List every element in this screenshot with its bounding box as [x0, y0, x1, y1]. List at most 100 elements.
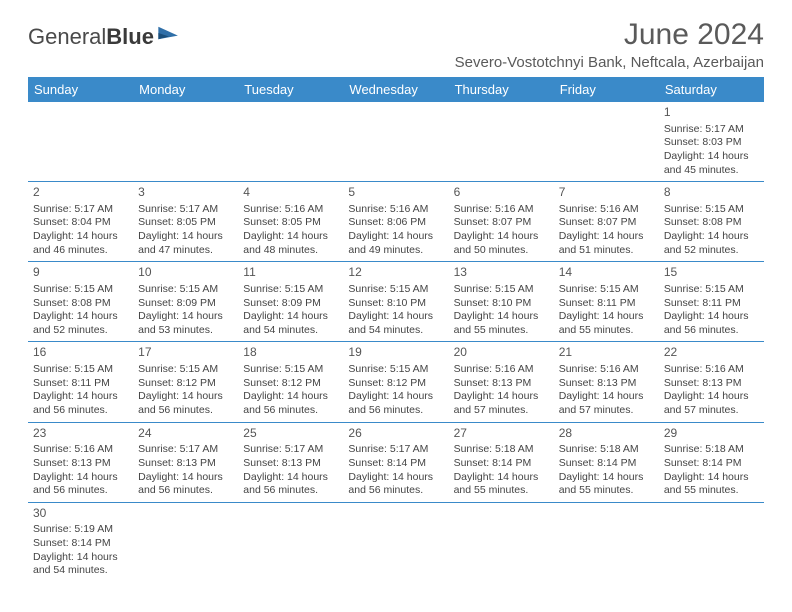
calendar-cell [449, 502, 554, 582]
calendar-cell: 18Sunrise: 5:15 AMSunset: 8:12 PMDayligh… [238, 342, 343, 422]
day-header: Tuesday [238, 77, 343, 102]
brand-part1: General [28, 24, 106, 49]
sunset-line: Sunset: 8:12 PM [243, 377, 338, 391]
calendar-body: 1Sunrise: 5:17 AMSunset: 8:03 PMDaylight… [28, 102, 764, 582]
calendar-row: 1Sunrise: 5:17 AMSunset: 8:03 PMDaylight… [28, 102, 764, 182]
calendar-cell [133, 102, 238, 182]
daylight-line: Daylight: 14 hours and 57 minutes. [454, 390, 549, 417]
sunrise-line: Sunrise: 5:16 AM [243, 203, 338, 217]
sunset-line: Sunset: 8:13 PM [559, 377, 654, 391]
sunset-line: Sunset: 8:14 PM [348, 457, 443, 471]
calendar-cell: 7Sunrise: 5:16 AMSunset: 8:07 PMDaylight… [554, 182, 659, 262]
calendar-table: Sunday Monday Tuesday Wednesday Thursday… [28, 77, 764, 582]
calendar-cell [449, 102, 554, 182]
daylight-line: Daylight: 14 hours and 52 minutes. [664, 230, 759, 257]
month-title: June 2024 [455, 18, 764, 52]
sunset-line: Sunset: 8:08 PM [33, 297, 128, 311]
sunrise-line: Sunrise: 5:15 AM [243, 363, 338, 377]
calendar-cell: 21Sunrise: 5:16 AMSunset: 8:13 PMDayligh… [554, 342, 659, 422]
daylight-line: Daylight: 14 hours and 47 minutes. [138, 230, 233, 257]
day-number: 12 [348, 265, 443, 281]
day-header: Monday [133, 77, 238, 102]
daylight-line: Daylight: 14 hours and 57 minutes. [664, 390, 759, 417]
calendar-cell [343, 102, 448, 182]
calendar-cell [28, 102, 133, 182]
sunrise-line: Sunrise: 5:15 AM [138, 363, 233, 377]
day-number: 26 [348, 426, 443, 442]
sunset-line: Sunset: 8:14 PM [33, 537, 128, 551]
daylight-line: Daylight: 14 hours and 56 minutes. [33, 471, 128, 498]
daylight-line: Daylight: 14 hours and 57 minutes. [559, 390, 654, 417]
daylight-line: Daylight: 14 hours and 54 minutes. [243, 310, 338, 337]
calendar-row: 23Sunrise: 5:16 AMSunset: 8:13 PMDayligh… [28, 422, 764, 502]
sunset-line: Sunset: 8:13 PM [138, 457, 233, 471]
brand-logo: GeneralBlue [28, 24, 180, 50]
sunrise-line: Sunrise: 5:17 AM [664, 123, 759, 137]
header: GeneralBlue June 2024 Severo-Vostotchnyi… [28, 18, 764, 71]
calendar-cell: 24Sunrise: 5:17 AMSunset: 8:13 PMDayligh… [133, 422, 238, 502]
day-number: 10 [138, 265, 233, 281]
sunset-line: Sunset: 8:06 PM [348, 216, 443, 230]
page: GeneralBlue June 2024 Severo-Vostotchnyi… [0, 0, 792, 600]
day-header: Wednesday [343, 77, 448, 102]
daylight-line: Daylight: 14 hours and 55 minutes. [559, 471, 654, 498]
sunset-line: Sunset: 8:07 PM [559, 216, 654, 230]
daylight-line: Daylight: 14 hours and 55 minutes. [454, 310, 549, 337]
day-number: 17 [138, 345, 233, 361]
calendar-cell: 30Sunrise: 5:19 AMSunset: 8:14 PMDayligh… [28, 502, 133, 582]
sunset-line: Sunset: 8:07 PM [454, 216, 549, 230]
sunrise-line: Sunrise: 5:17 AM [33, 203, 128, 217]
day-header: Sunday [28, 77, 133, 102]
day-number: 13 [454, 265, 549, 281]
daylight-line: Daylight: 14 hours and 56 minutes. [348, 390, 443, 417]
calendar-cell: 6Sunrise: 5:16 AMSunset: 8:07 PMDaylight… [449, 182, 554, 262]
sunrise-line: Sunrise: 5:15 AM [348, 363, 443, 377]
sunrise-line: Sunrise: 5:15 AM [664, 283, 759, 297]
calendar-cell: 10Sunrise: 5:15 AMSunset: 8:09 PMDayligh… [133, 262, 238, 342]
day-number: 14 [559, 265, 654, 281]
calendar-cell: 27Sunrise: 5:18 AMSunset: 8:14 PMDayligh… [449, 422, 554, 502]
daylight-line: Daylight: 14 hours and 51 minutes. [559, 230, 654, 257]
sunset-line: Sunset: 8:13 PM [454, 377, 549, 391]
day-number: 19 [348, 345, 443, 361]
daylight-line: Daylight: 14 hours and 56 minutes. [348, 471, 443, 498]
sunrise-line: Sunrise: 5:15 AM [138, 283, 233, 297]
day-number: 5 [348, 185, 443, 201]
day-number: 28 [559, 426, 654, 442]
calendar-cell [343, 502, 448, 582]
day-number: 8 [664, 185, 759, 201]
sunset-line: Sunset: 8:14 PM [454, 457, 549, 471]
daylight-line: Daylight: 14 hours and 46 minutes. [33, 230, 128, 257]
sunrise-line: Sunrise: 5:16 AM [454, 203, 549, 217]
calendar-cell: 8Sunrise: 5:15 AMSunset: 8:08 PMDaylight… [659, 182, 764, 262]
sunrise-line: Sunrise: 5:17 AM [138, 203, 233, 217]
sunset-line: Sunset: 8:14 PM [559, 457, 654, 471]
sunrise-line: Sunrise: 5:16 AM [348, 203, 443, 217]
calendar-cell [659, 502, 764, 582]
day-number: 6 [454, 185, 549, 201]
sunrise-line: Sunrise: 5:17 AM [243, 443, 338, 457]
sunset-line: Sunset: 8:11 PM [33, 377, 128, 391]
calendar-cell: 13Sunrise: 5:15 AMSunset: 8:10 PMDayligh… [449, 262, 554, 342]
calendar-cell: 11Sunrise: 5:15 AMSunset: 8:09 PMDayligh… [238, 262, 343, 342]
sunset-line: Sunset: 8:11 PM [664, 297, 759, 311]
location-label: Severo-Vostotchnyi Bank, Neftcala, Azerb… [455, 54, 764, 71]
sunrise-line: Sunrise: 5:19 AM [33, 523, 128, 537]
title-block: June 2024 Severo-Vostotchnyi Bank, Neftc… [455, 18, 764, 71]
sunrise-line: Sunrise: 5:16 AM [559, 363, 654, 377]
day-number: 23 [33, 426, 128, 442]
calendar-cell [133, 502, 238, 582]
calendar-row: 2Sunrise: 5:17 AMSunset: 8:04 PMDaylight… [28, 182, 764, 262]
day-number: 15 [664, 265, 759, 281]
day-number: 16 [33, 345, 128, 361]
daylight-line: Daylight: 14 hours and 55 minutes. [664, 471, 759, 498]
daylight-line: Daylight: 14 hours and 56 minutes. [243, 471, 338, 498]
daylight-line: Daylight: 14 hours and 53 minutes. [138, 310, 233, 337]
daylight-line: Daylight: 14 hours and 56 minutes. [138, 390, 233, 417]
sunrise-line: Sunrise: 5:17 AM [138, 443, 233, 457]
calendar-cell: 16Sunrise: 5:15 AMSunset: 8:11 PMDayligh… [28, 342, 133, 422]
sunset-line: Sunset: 8:08 PM [664, 216, 759, 230]
day-header: Friday [554, 77, 659, 102]
daylight-line: Daylight: 14 hours and 49 minutes. [348, 230, 443, 257]
sunset-line: Sunset: 8:03 PM [664, 136, 759, 150]
